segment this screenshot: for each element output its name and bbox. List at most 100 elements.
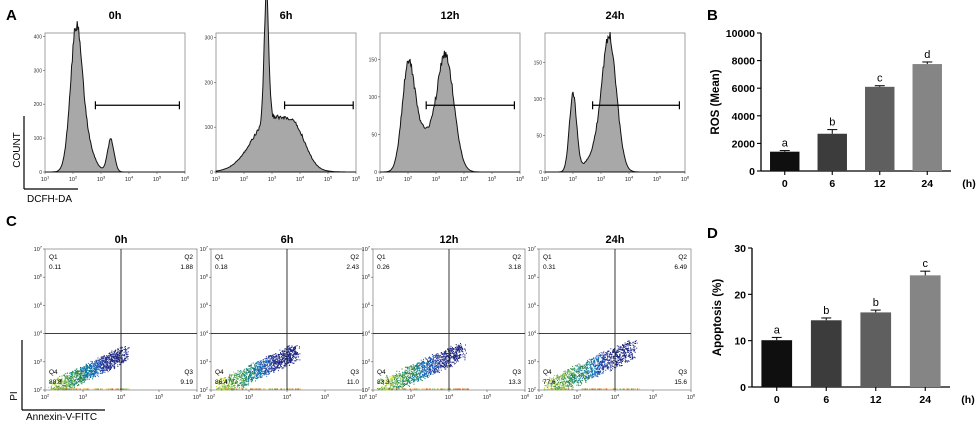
dot <box>390 379 392 381</box>
dot <box>416 367 418 369</box>
dot <box>86 368 88 370</box>
dot <box>65 377 67 379</box>
dot <box>285 355 287 357</box>
dot <box>628 354 630 356</box>
dot <box>418 367 420 369</box>
dot <box>261 370 263 372</box>
quadrant-value-q1: 0.18 <box>215 264 228 271</box>
dot <box>571 382 573 384</box>
dot <box>235 382 237 384</box>
dot <box>277 366 279 368</box>
dot <box>412 373 413 375</box>
dot <box>64 379 66 381</box>
dot <box>263 370 265 372</box>
dot <box>89 364 90 366</box>
dot <box>423 360 425 362</box>
dot <box>456 357 458 359</box>
dot <box>421 376 423 378</box>
dot <box>435 354 437 356</box>
dot <box>69 386 71 388</box>
dot <box>423 362 425 363</box>
dot <box>432 368 434 369</box>
dot <box>246 377 248 379</box>
dot <box>409 376 411 378</box>
dot <box>387 381 389 383</box>
dot <box>390 382 392 384</box>
dot <box>399 380 401 382</box>
quadrant-value-q2: 3.18 <box>508 264 521 271</box>
dot <box>70 386 71 388</box>
dot <box>76 375 78 377</box>
dot <box>52 388 54 390</box>
dot <box>394 376 396 377</box>
dot <box>276 359 278 360</box>
dot <box>430 369 432 371</box>
dot <box>427 374 429 376</box>
dot <box>267 361 269 363</box>
dot <box>99 372 101 374</box>
dot <box>282 354 284 356</box>
dot <box>248 375 250 377</box>
dot <box>280 365 282 367</box>
axis-dot <box>59 388 61 390</box>
dot <box>55 385 57 387</box>
dot <box>118 360 120 362</box>
dot <box>398 382 400 384</box>
dot <box>293 352 295 354</box>
dot <box>593 369 595 371</box>
dot <box>555 383 557 385</box>
dot <box>234 378 236 380</box>
dot <box>240 382 241 384</box>
dot <box>281 368 283 370</box>
dot <box>428 370 430 372</box>
dot <box>107 355 109 357</box>
dot <box>75 373 77 375</box>
dot <box>71 382 73 384</box>
dot <box>94 367 96 369</box>
dot <box>106 356 108 358</box>
dot <box>88 370 90 372</box>
dot <box>84 377 86 379</box>
dot <box>70 372 72 374</box>
dot <box>292 349 294 351</box>
axis-dot <box>388 388 390 390</box>
dot <box>271 358 273 359</box>
dot <box>97 362 99 364</box>
dot <box>456 355 458 357</box>
dot <box>421 362 423 364</box>
dot <box>424 370 426 372</box>
dot <box>392 377 394 379</box>
dot <box>436 361 438 363</box>
dot <box>238 388 240 390</box>
dot <box>270 359 272 361</box>
dot <box>107 369 108 371</box>
dot <box>463 348 465 350</box>
dot <box>216 387 218 389</box>
dot <box>125 351 127 353</box>
dot <box>84 381 85 383</box>
dot <box>245 384 247 386</box>
dot <box>98 361 100 363</box>
dot <box>69 385 71 387</box>
dot <box>428 363 430 364</box>
dot <box>115 354 117 356</box>
dot <box>399 385 401 387</box>
axis-dot <box>271 388 274 390</box>
histogram-x-tick-label: 105 <box>488 175 497 184</box>
dot <box>440 361 442 363</box>
dot <box>226 387 228 389</box>
dot <box>71 381 73 383</box>
dot <box>59 379 61 381</box>
dot <box>225 379 227 381</box>
dot <box>552 383 553 385</box>
dot <box>409 381 411 383</box>
dot <box>444 356 446 358</box>
histogram-x-tick-label: 103 <box>597 175 606 184</box>
dot <box>93 364 94 366</box>
dot <box>606 363 608 365</box>
dot <box>67 375 69 377</box>
axis-dot <box>287 388 289 390</box>
dot <box>405 384 407 385</box>
dot <box>405 377 407 379</box>
